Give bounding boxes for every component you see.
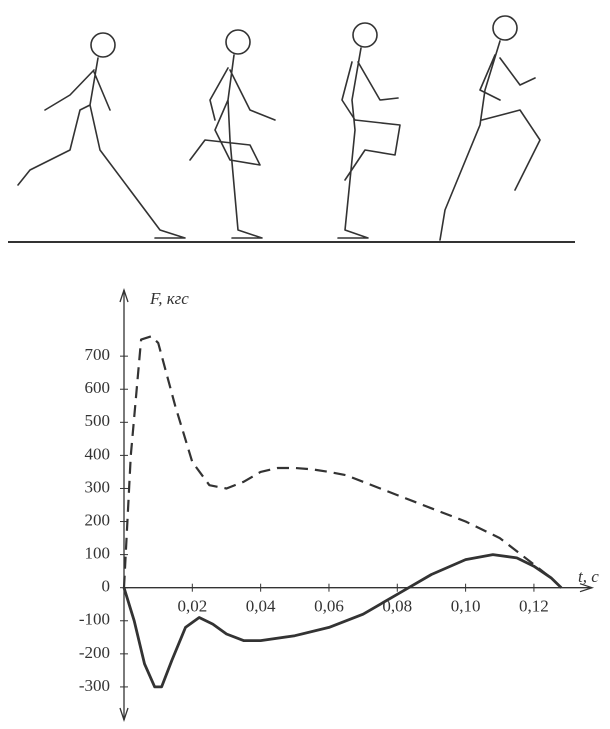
x-tick-label: 0,06 bbox=[314, 597, 344, 616]
x-tick-label: 0,10 bbox=[451, 597, 481, 616]
y-tick-label: 300 bbox=[85, 477, 111, 496]
figure: F, кгс t, с -300 -200 -100 0 100 200 300 400 500… bbox=[0, 0, 610, 729]
chart: F, кгс t, с -300 -200 -100 0 100 200 300 400 500… bbox=[79, 289, 599, 720]
x-tick-label: 0,12 bbox=[519, 597, 549, 616]
y-tick-label: 700 bbox=[85, 345, 111, 364]
data-line bbox=[124, 336, 561, 587]
x-axis-label: t, с bbox=[578, 567, 599, 586]
data-line bbox=[124, 555, 561, 687]
y-axis-label: F, кгс bbox=[149, 289, 189, 308]
y-tick-label: 100 bbox=[85, 544, 111, 563]
runners-illustration bbox=[18, 16, 540, 240]
y-tick-label: 0 bbox=[102, 577, 111, 596]
y-tick-label: 400 bbox=[85, 444, 111, 463]
y-tick-label: 600 bbox=[85, 378, 111, 397]
x-tick-label: 0,02 bbox=[177, 597, 207, 616]
x-tick-label: 0,04 bbox=[246, 597, 276, 616]
y-tick-label: -200 bbox=[79, 643, 110, 662]
y-tick-label: -300 bbox=[79, 676, 110, 695]
y-tick-label: 500 bbox=[85, 411, 111, 430]
y-tick-label: 200 bbox=[85, 510, 111, 529]
y-tick-label: -100 bbox=[79, 610, 110, 629]
